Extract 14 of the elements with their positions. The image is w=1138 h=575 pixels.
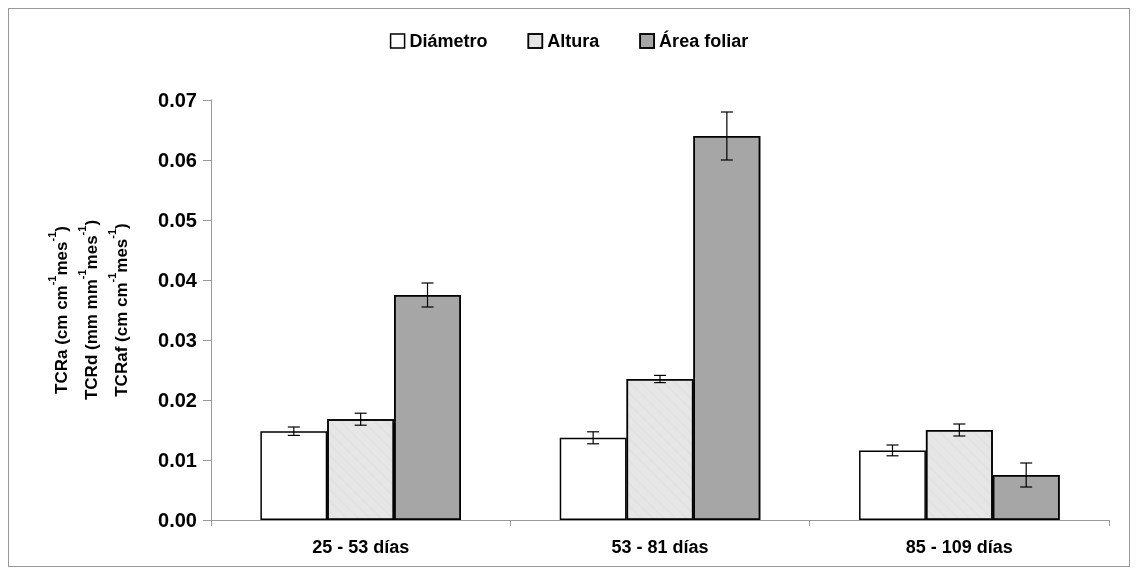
y-tick-label: 0.07	[158, 89, 197, 111]
legend-label: Altura	[547, 31, 601, 51]
y-tick-label: 0.01	[158, 449, 197, 471]
y-tick-label: 0.04	[158, 269, 198, 291]
legend-label: Diámetro	[409, 31, 488, 51]
y-tick-label: 0.02	[158, 389, 197, 411]
x-tick-label: 25 - 53 días	[312, 537, 410, 557]
y-tick-label: 0.06	[158, 149, 197, 171]
y-tick-label: 0.00	[158, 509, 197, 531]
y-tick-label: 0.05	[158, 209, 197, 231]
x-tick-label: 53 - 81 días	[611, 537, 709, 557]
y-tick-label: 0.03	[158, 329, 197, 351]
legend-label: Área foliar	[659, 30, 749, 51]
x-tick-label: 85 - 109 días	[905, 537, 1013, 557]
